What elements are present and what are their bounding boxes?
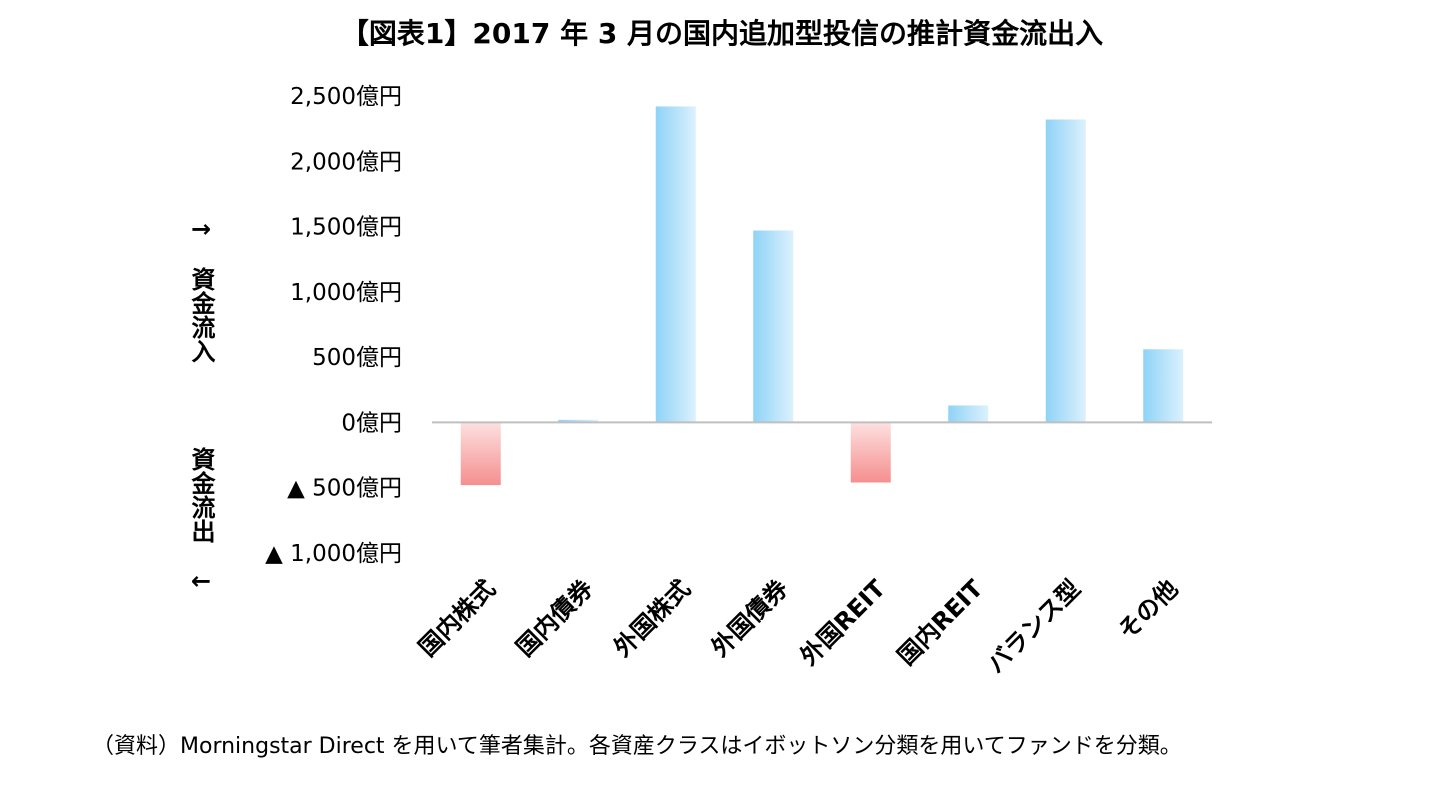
y-axis-label-outflow: 資金流出 ← [187,447,215,595]
category-label: バランス型 [982,574,1086,678]
category-label: その他 [1113,574,1184,645]
bar-4 [850,422,891,483]
bar-3 [753,230,794,423]
bar-5 [948,405,989,423]
category-label: 国内債券 [511,574,599,662]
y-tick-label: ▲ 500億円 [287,476,402,502]
bar-1 [558,419,599,423]
y-axis-label-inflow: → 資金流入 [187,215,215,363]
y-tick-label: 2,500億円 [290,84,402,110]
category-label: 国内株式 [413,574,501,662]
category-label: 外国株式 [608,574,696,662]
y-tick-label: 1,500億円 [290,215,402,241]
y-tick-label: 2,000億円 [290,149,402,175]
y-tick-label: ▲ 1,000億円 [265,541,402,567]
y-tick-label: 500億円 [312,345,402,371]
chart-title: 【図表1】2017 年 3 月の国内追加型投信の推計資金流出入 [340,17,1104,50]
category-label: 外国REIT [795,574,892,671]
bar-6 [1045,119,1086,423]
y-tick-label: 1,000億円 [290,280,402,306]
bar-0 [460,422,501,486]
y-tick-label: 0億円 [341,410,402,436]
category-label: 国内REIT [892,574,989,671]
bar-2 [655,106,696,423]
category-label: 外国債券 [706,574,794,662]
bar-7 [1143,349,1184,423]
source-note: （資料）Morningstar Direct を用いて筆者集計。各資産クラスはイ… [92,734,1182,759]
